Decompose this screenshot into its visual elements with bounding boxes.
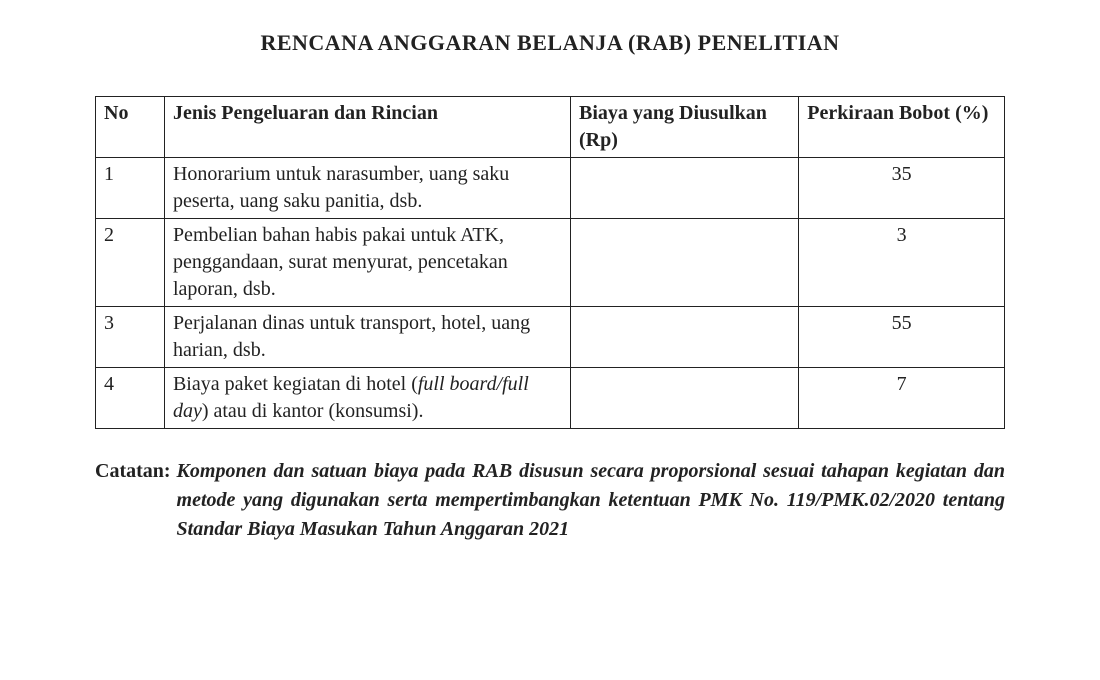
cell-no: 4 xyxy=(96,368,165,429)
table-row: 3 Perjalanan dinas untuk transport, hote… xyxy=(96,307,1005,368)
desc-text: Perjalanan dinas untuk transport, hotel,… xyxy=(173,312,530,361)
desc-text: Honorarium untuk narasumber, uang saku xyxy=(173,163,509,185)
col-header-cost: Biaya yang Diusulkan (Rp) xyxy=(571,97,799,158)
desc-italic: day xyxy=(173,400,202,422)
cell-pct: 3 xyxy=(799,219,1005,307)
desc-text: Pembelian bahan habis pakai untuk ATK, xyxy=(173,224,504,246)
table-row: 2 Pembelian bahan habis pakai untuk ATK,… xyxy=(96,219,1005,307)
cell-cost xyxy=(571,307,799,368)
col-header-desc: Jenis Pengeluaran dan Rincian xyxy=(164,97,570,158)
cell-pct: 55 xyxy=(799,307,1005,368)
desc-italic: full board/full xyxy=(418,373,529,395)
cell-desc: Biaya paket kegiatan di hotel (full boar… xyxy=(164,368,570,429)
table-row: 4 Biaya paket kegiatan di hotel (full bo… xyxy=(96,368,1005,429)
cell-cost xyxy=(571,219,799,307)
table-header-row: No Jenis Pengeluaran dan Rincian Biaya y… xyxy=(96,97,1005,158)
document-page: RENCANA ANGGARAN BELANJA (RAB) PENELITIA… xyxy=(0,0,1100,544)
cell-pct: 35 xyxy=(799,158,1005,219)
cell-no: 2 xyxy=(96,219,165,307)
desc-text: Biaya paket kegiatan di hotel ( xyxy=(173,373,418,395)
desc-text: penggandaan, surat menyurat, pencetakan … xyxy=(173,251,508,300)
cell-cost xyxy=(571,368,799,429)
footnote-label: Catatan: xyxy=(95,457,177,544)
footnote: Catatan: Komponen dan satuan biaya pada … xyxy=(95,457,1005,544)
cell-desc: Honorarium untuk narasumber, uang saku p… xyxy=(164,158,570,219)
cell-cost xyxy=(571,158,799,219)
page-title: RENCANA ANGGARAN BELANJA (RAB) PENELITIA… xyxy=(60,30,1040,56)
cell-desc: Pembelian bahan habis pakai untuk ATK, p… xyxy=(164,219,570,307)
col-header-no: No xyxy=(96,97,165,158)
desc-text: peserta, uang saku panitia, dsb. xyxy=(173,190,422,212)
cell-no: 1 xyxy=(96,158,165,219)
cell-pct: 7 xyxy=(799,368,1005,429)
table-body: 1 Honorarium untuk narasumber, uang saku… xyxy=(96,158,1005,429)
table-header: No Jenis Pengeluaran dan Rincian Biaya y… xyxy=(96,97,1005,158)
table-row: 1 Honorarium untuk narasumber, uang saku… xyxy=(96,158,1005,219)
footnote-body: Komponen dan satuan biaya pada RAB disus… xyxy=(177,457,1005,544)
desc-text: ) atau di kantor (konsumsi). xyxy=(202,400,424,422)
cell-desc: Perjalanan dinas untuk transport, hotel,… xyxy=(164,307,570,368)
col-header-pct: Perkiraan Bobot (%) xyxy=(799,97,1005,158)
budget-table: No Jenis Pengeluaran dan Rincian Biaya y… xyxy=(95,96,1005,429)
cell-no: 3 xyxy=(96,307,165,368)
